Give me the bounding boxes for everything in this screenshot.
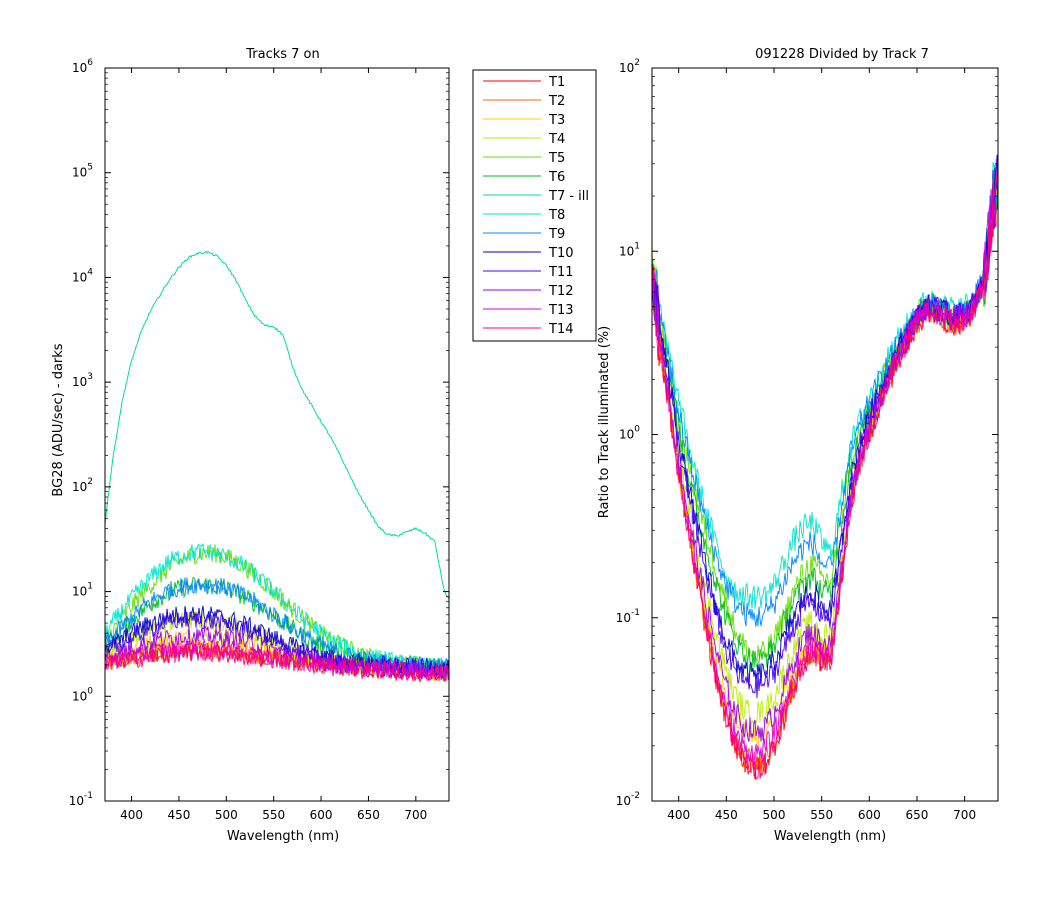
series-line-t9 [652, 154, 998, 627]
y-tick-label: 102 [619, 58, 640, 75]
legend-label-t14: T14 [548, 322, 573, 337]
series-line-t14 [105, 643, 449, 682]
series-line-t12 [105, 625, 449, 682]
y-tick-label: 10-1 [69, 791, 93, 808]
right-chart: 091228 Divided by Track 7 400 450 500 550 60… [597, 47, 999, 844]
left-y-axis: 10-1 100 101 102 103 104 105 106 [69, 58, 449, 808]
right-x-axis: 400 450 500 550 600 650 700 [667, 68, 976, 822]
x-tick-label: 700 [404, 808, 427, 822]
x-tick-label: 700 [953, 808, 976, 822]
right-chart-series-group [652, 154, 998, 780]
legend-label-t8: T8 [548, 208, 565, 223]
x-tick-label: 400 [667, 808, 690, 822]
series-line-t8 [105, 542, 449, 678]
x-tick-label: 650 [906, 808, 929, 822]
legend-label-t4: T4 [548, 132, 565, 147]
y-tick-label: 100 [72, 686, 93, 703]
right-y-axis-title: Ratio to Track illuminated (%) [597, 326, 612, 518]
y-tick-label: 103 [72, 372, 93, 389]
y-tick-label: 101 [619, 241, 640, 258]
legend-label-t2: T2 [548, 94, 565, 109]
y-tick-label: 10-1 [616, 608, 640, 625]
right-chart-title: 091228 Divided by Track 7 [755, 47, 929, 62]
x-tick-label: 400 [120, 808, 143, 822]
x-tick-label: 650 [357, 808, 380, 822]
legend-label-t12: T12 [548, 284, 573, 299]
x-tick-label: 500 [215, 808, 238, 822]
x-tick-label: 550 [810, 808, 833, 822]
y-tick-label: 100 [619, 425, 640, 442]
left-x-axis-title: Wavelength (nm) [227, 829, 339, 844]
left-chart-title: Tracks 7 on [245, 47, 320, 62]
series-line-t13 [105, 638, 449, 682]
series-line-t6 [105, 576, 449, 677]
left-y-axis-title: BG28 (ADU/sec) - darks [51, 343, 66, 496]
y-tick-label: 101 [72, 582, 93, 599]
x-tick-label: 600 [858, 808, 881, 822]
series-line-t7-ill [105, 250, 449, 600]
legend-label-t3: T3 [548, 113, 565, 128]
y-tick-label: 102 [72, 477, 93, 494]
legend: T1 T2 T3 T4 T5 T6 T7 - ill T8 T9 T10 T11 T12 T13 T14 [472, 69, 597, 342]
legend-label-t13: T13 [548, 303, 573, 318]
legend-label-t9: T9 [548, 227, 565, 242]
legend-box [472, 69, 597, 342]
legend-label-t6: T6 [548, 170, 565, 185]
y-tick-label: 105 [72, 163, 93, 180]
left-chart-series-group [105, 250, 449, 683]
x-tick-label: 550 [262, 808, 285, 822]
series-line-t10 [105, 605, 449, 679]
x-tick-label: 450 [715, 808, 738, 822]
left-chart-frame [104, 67, 450, 802]
legend-label-t10: T10 [548, 246, 573, 261]
legend-label-t11: T11 [548, 265, 573, 280]
x-tick-label: 450 [167, 808, 190, 822]
legend-label-t5: T5 [548, 151, 565, 166]
left-chart: Tracks 7 on 400 450 500 550 600 650 700 10-110… [51, 47, 450, 844]
legend-items: T1 T2 T3 T4 T5 T6 T7 - ill T8 T9 T10 T11 T12 T13 T14 [483, 75, 589, 337]
legend-label-t7-ill: T7 - ill [548, 189, 589, 204]
y-tick-label: 10-2 [616, 791, 640, 808]
x-tick-label: 600 [310, 808, 333, 822]
series-line-t11 [105, 611, 449, 679]
right-x-axis-title: Wavelength (nm) [774, 829, 886, 844]
legend-label-t1: T1 [548, 75, 565, 90]
y-tick-label: 106 [72, 58, 93, 75]
right-y-axis: 10-2 10-1 100 101 102 [616, 58, 998, 808]
series-line-t14 [652, 174, 998, 780]
series-line-t12 [652, 188, 998, 742]
left-x-axis: 400 450 500 550 600 650 700 [120, 68, 427, 822]
y-tick-label: 104 [72, 267, 93, 284]
x-tick-label: 500 [763, 808, 786, 822]
